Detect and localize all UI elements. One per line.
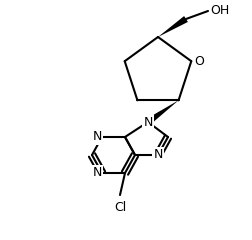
Text: N: N <box>93 131 102 144</box>
Polygon shape <box>158 16 188 37</box>
Text: OH: OH <box>210 5 229 18</box>
Text: N: N <box>93 167 102 180</box>
Text: O: O <box>194 55 204 68</box>
Text: N: N <box>153 149 163 162</box>
Text: Cl: Cl <box>114 201 126 214</box>
Polygon shape <box>146 100 179 125</box>
Text: N: N <box>143 115 153 128</box>
